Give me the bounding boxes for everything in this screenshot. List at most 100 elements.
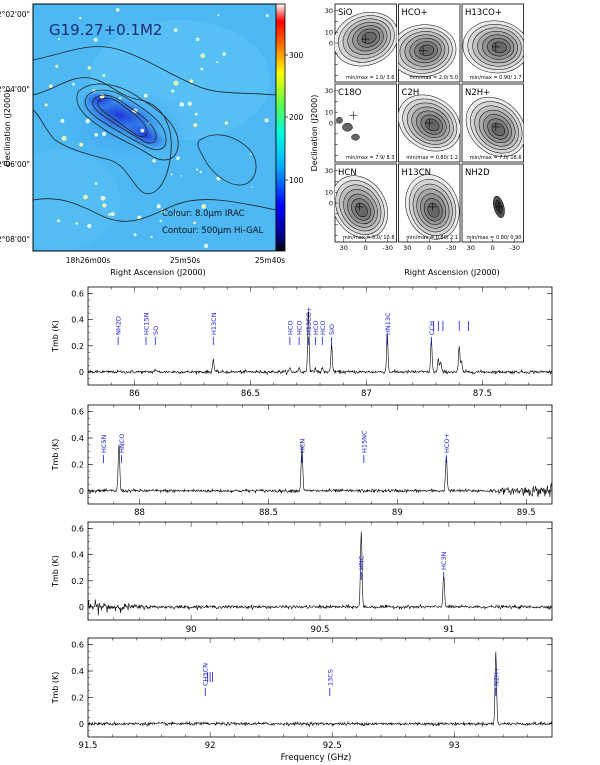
image-axes: -12°02'00" -12°04'00" -12°06'00" -12°08'… [0, 10, 285, 277]
spectrum-xtick: 90 [186, 625, 197, 635]
line-id-label: CH3CN [202, 663, 210, 686]
spectrum-panel-2: 0 0.2 0.4 0.6 88 88.5 89 89.5 Tmb (K) HC5N HNCO HCN… [51, 404, 553, 518]
spectrum-xtick: 87 [361, 389, 372, 399]
point-source [87, 66, 92, 70]
point-source [61, 136, 67, 141]
map-minmax: min/max = 0.80/ 1.2 [406, 155, 458, 161]
map-minmax: min/max = 7.9/ 8.3 [346, 155, 395, 161]
point-source [119, 97, 122, 100]
spectrum-xtick: 93 [449, 741, 460, 751]
point-source [133, 233, 137, 237]
spectra-xlabel: Frequency (GHz) [281, 753, 352, 763]
map-ytick: 30 [325, 87, 333, 95]
maps-ylabel: Declination (J2000) [310, 95, 319, 172]
point-source [94, 182, 98, 186]
point-source [201, 204, 206, 209]
point-source [170, 173, 173, 176]
spectrum-trace [87, 311, 553, 376]
map-ytick: 30 [325, 7, 333, 15]
map-xtick: 30 [403, 244, 411, 252]
map-label: NH2D [465, 168, 490, 178]
spectrum-trace [87, 651, 553, 728]
point-source [189, 79, 194, 83]
spectrum-ytick: 0.4 [71, 434, 84, 443]
line-id-label: CCH [428, 321, 436, 335]
image-xtick-2: 25m50s [170, 256, 200, 265]
point-source [249, 153, 252, 156]
spectrum-xtick: 88 [134, 508, 145, 518]
image-ytick-1: -12°02'00" [0, 10, 30, 19]
spectrum-ytick: 0.2 [71, 342, 84, 351]
map-minmax: min/max = 2.0/ 5.0 [409, 75, 458, 81]
point-source [216, 176, 221, 181]
map-label: C2H [402, 88, 420, 98]
point-source [224, 121, 229, 125]
point-source [179, 102, 184, 107]
map-label: H13CN [402, 168, 432, 178]
line-id-label: HCO [296, 320, 304, 335]
point-source [222, 52, 226, 56]
line-id-label: H15NC [360, 430, 368, 453]
point-source [115, 8, 120, 12]
point-source [193, 221, 196, 225]
point-source [173, 80, 179, 86]
point-source [79, 142, 83, 147]
spectrum-xtick: 87.5 [473, 389, 492, 399]
point-source [83, 194, 88, 200]
map-xtick: 0 [427, 244, 431, 252]
point-source [152, 159, 156, 163]
point-source [217, 14, 220, 17]
line-id-label: NH2D [115, 316, 123, 335]
map-label: HCO+ [402, 8, 428, 18]
line-id-label: HCO [312, 320, 320, 335]
image-xtick-3: 25m40s [255, 256, 285, 265]
map-label: HCN [338, 168, 357, 178]
map-minmax: min/max = 5.0/ 10.8 [343, 235, 395, 241]
point-source [265, 14, 269, 18]
maps-axes: Declination (J2000) Right Ascension (J20… [310, 95, 500, 277]
line-id-label: HCO [319, 320, 327, 335]
map-minmax: min/max = 7.0/ 18.6 [470, 155, 522, 161]
point-source [108, 213, 111, 216]
spectrum-frame [87, 404, 553, 505]
spectrum-panel-1: 0 0.2 0.4 0.6 86 86.5 87 87.5 Tmb (K) NH2D HC15N SO… [51, 286, 553, 399]
point-source [200, 53, 205, 58]
point-source [199, 170, 202, 174]
point-source [140, 128, 145, 133]
spectrum-trace [87, 531, 553, 616]
colorbar: 300 200 100 [275, 3, 304, 252]
map-9: NH2D min/max = 0.80/ 0.90 [461, 163, 524, 243]
spectrum-ylabel: Tmb (K) [51, 439, 60, 472]
point-source [204, 243, 209, 248]
caption-contour: Contour: 500μm Hi-GAL [162, 226, 264, 236]
map-7: HCN min/max = 5.0/ 10.8 [334, 163, 397, 243]
line-id-label: HCO+ [443, 433, 451, 453]
point-source [171, 89, 175, 93]
map-3: H13CO+ min/max = 0.90/ 1.7 [461, 3, 524, 83]
source-name: G19.27+0.1M2 [49, 21, 162, 39]
spectrum-xtick: 90.5 [311, 625, 330, 635]
spectrum-ytick: 0.6 [71, 290, 84, 299]
image-ytick-3: -12°06'00" [0, 160, 30, 169]
point-source [180, 175, 183, 177]
map-6: N2H+ min/max = 7.0/ 18.6 [461, 83, 524, 163]
point-source [60, 118, 65, 123]
line-id-label: SiO [328, 324, 336, 335]
line-id-label: HCN [298, 439, 306, 453]
point-source [200, 67, 204, 71]
point-source [132, 110, 134, 113]
point-source [57, 38, 60, 41]
point-source [195, 37, 200, 42]
colorbar-tick-100: 100 [289, 176, 304, 185]
map-ytick: 0 [329, 40, 333, 48]
spectrum-ytick: 0 [79, 487, 84, 496]
colorbar-tick-200: 200 [289, 113, 304, 122]
spectrum-ytick: 0.4 [71, 667, 84, 676]
spectrum-ylabel: Tmb (K) [51, 672, 60, 705]
point-source [216, 61, 219, 64]
spectrum-trace [87, 444, 553, 498]
map-xtick: 0 [364, 244, 368, 252]
spectrum-xtick: 91 [443, 625, 454, 635]
line-id-label: HC15N [143, 312, 151, 335]
spectrum-ytick: 0.2 [71, 577, 84, 586]
